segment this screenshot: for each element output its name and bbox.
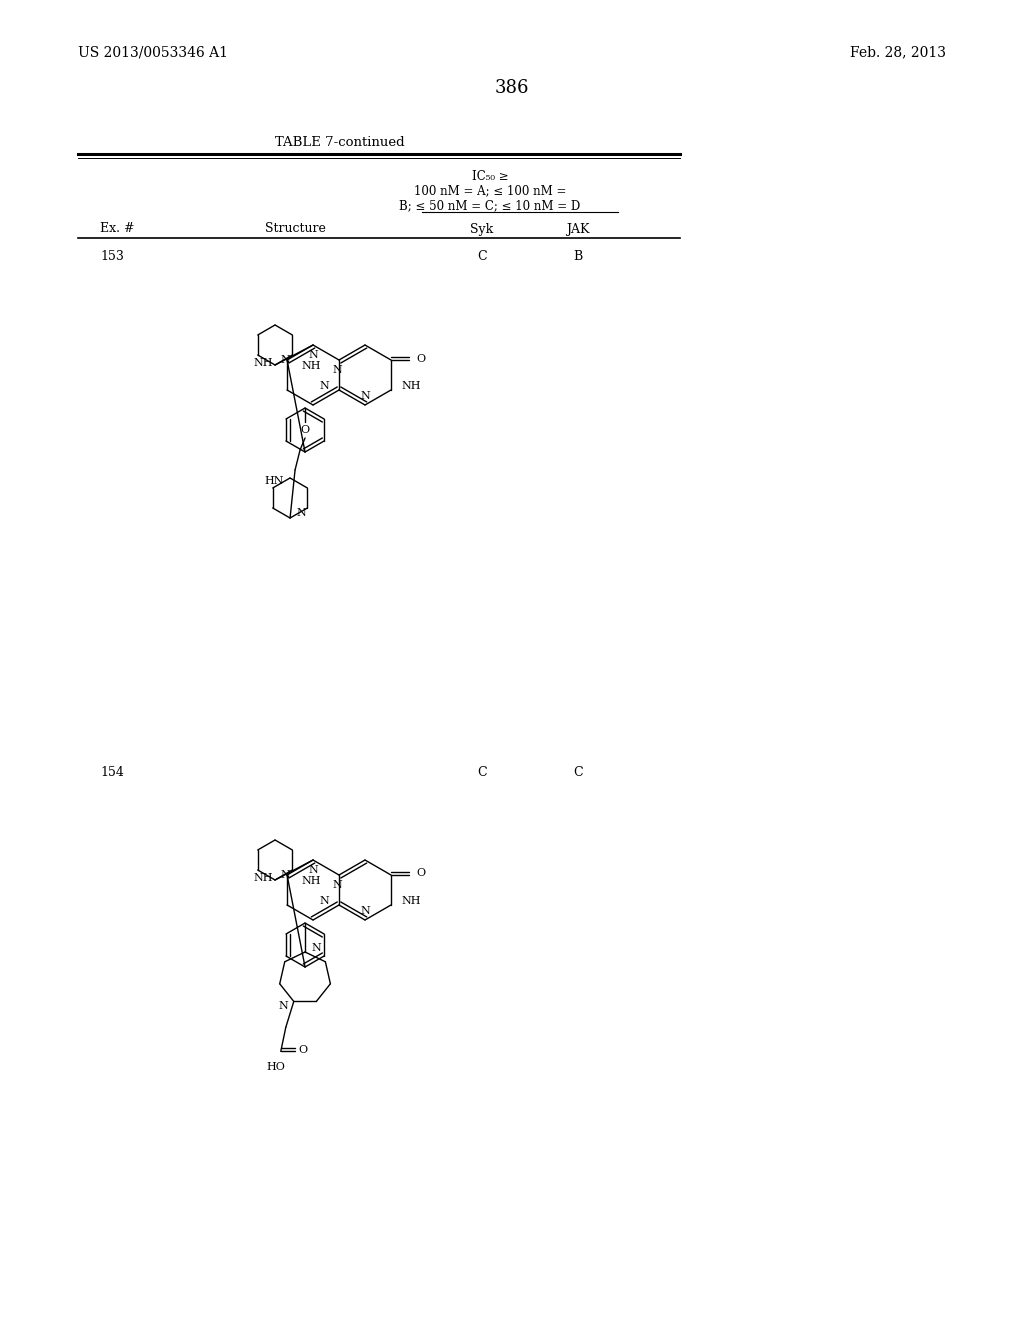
Text: 386: 386 — [495, 79, 529, 96]
Text: N: N — [296, 508, 306, 517]
Text: 154: 154 — [100, 767, 124, 780]
Text: C: C — [477, 767, 486, 780]
Text: O: O — [300, 425, 309, 436]
Text: NH: NH — [401, 381, 421, 391]
Text: HN: HN — [264, 477, 284, 486]
Text: US 2013/0053346 A1: US 2013/0053346 A1 — [78, 45, 228, 59]
Text: C: C — [477, 249, 486, 263]
Text: N: N — [319, 896, 329, 906]
Text: N: N — [280, 870, 290, 880]
Text: Structure: Structure — [264, 223, 326, 235]
Text: NH: NH — [301, 360, 321, 371]
Text: N: N — [360, 391, 370, 401]
Text: 153: 153 — [100, 249, 124, 263]
Text: N: N — [311, 942, 321, 953]
Text: N: N — [308, 350, 317, 360]
Text: N: N — [308, 865, 317, 875]
Text: N: N — [360, 906, 370, 916]
Text: N: N — [332, 366, 342, 375]
Text: Syk: Syk — [470, 223, 494, 235]
Text: JAK: JAK — [566, 223, 590, 235]
Text: N: N — [279, 1002, 288, 1011]
Text: 100 nM = A; ≤ 100 nM =: 100 nM = A; ≤ 100 nM = — [414, 185, 566, 198]
Text: NH: NH — [301, 876, 321, 886]
Text: B; ≤ 50 nM = C; ≤ 10 nM = D: B; ≤ 50 nM = C; ≤ 10 nM = D — [399, 199, 581, 213]
Text: N: N — [319, 381, 329, 391]
Text: NH: NH — [254, 358, 273, 368]
Text: N: N — [332, 880, 342, 890]
Text: Ex. #: Ex. # — [100, 223, 134, 235]
Text: O: O — [416, 869, 425, 879]
Text: N: N — [280, 355, 290, 366]
Text: HO: HO — [266, 1063, 286, 1072]
Text: C: C — [573, 767, 583, 780]
Text: IC₅₀ ≥: IC₅₀ ≥ — [472, 169, 508, 182]
Text: TABLE 7-continued: TABLE 7-continued — [275, 136, 404, 149]
Text: Feb. 28, 2013: Feb. 28, 2013 — [850, 45, 946, 59]
Text: O: O — [416, 354, 425, 363]
Text: O: O — [299, 1045, 308, 1055]
Text: NH: NH — [254, 873, 273, 883]
Text: NH: NH — [401, 896, 421, 906]
Text: B: B — [573, 249, 583, 263]
